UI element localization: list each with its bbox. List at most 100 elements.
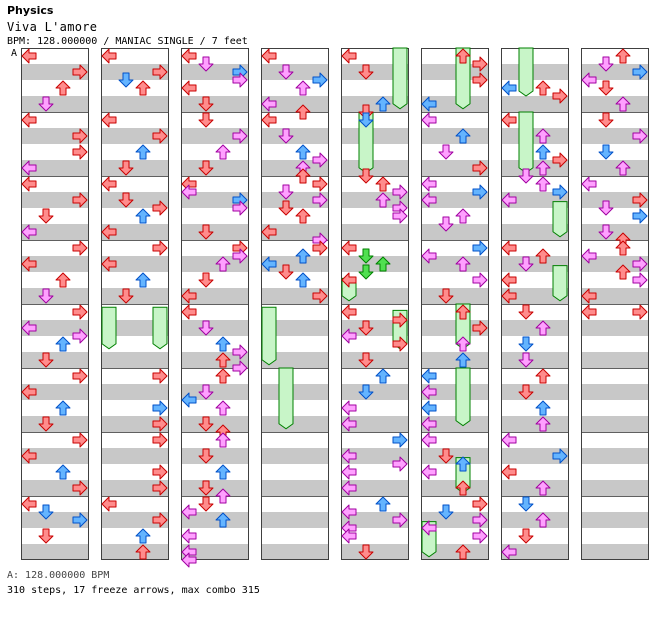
up-arrow-icon [55,400,71,416]
down-arrow-icon [278,64,294,80]
up-arrow-icon [535,400,551,416]
left-arrow-icon [501,464,517,480]
right-arrow-icon [632,128,648,144]
right-arrow-icon [312,176,328,192]
up-arrow-icon [375,368,391,384]
beat-band [181,288,249,304]
freeze-arrow [278,367,294,430]
down-arrow-icon [358,320,374,336]
down-arrow-icon [598,56,614,72]
down-arrow-icon [198,160,214,176]
left-arrow-icon [501,272,517,288]
right-arrow-icon [152,64,168,80]
beat-band [101,128,169,144]
up-arrow-icon [535,368,551,384]
right-arrow-icon [472,160,488,176]
up-arrow-icon [135,528,151,544]
column-border [261,48,329,560]
right-arrow-icon [392,456,408,472]
left-arrow-icon [261,96,277,112]
beat-band [101,96,169,112]
up-arrow-icon [375,496,391,512]
left-arrow-icon [341,416,357,432]
beat-band [341,96,409,112]
down-arrow-icon [198,496,214,512]
left-arrow-icon [21,176,37,192]
beat-band [581,416,649,432]
right-arrow-icon [72,512,88,528]
up-arrow-icon [375,256,391,272]
beat-band [21,352,89,368]
left-arrow-icon [261,256,277,272]
down-arrow-icon [598,200,614,216]
down-arrow-icon [518,336,534,352]
up-arrow-icon [295,208,311,224]
up-arrow-icon [535,320,551,336]
beat-band [101,288,169,304]
beat-band [101,480,169,496]
freeze-arrow [552,265,568,302]
up-arrow-icon [295,168,311,184]
up-arrow-icon [135,80,151,96]
up-arrow-icon [615,96,631,112]
up-arrow-icon [615,240,631,256]
left-arrow-icon [181,504,197,520]
up-arrow-icon [215,368,231,384]
up-arrow-icon [455,456,471,472]
beat-band [341,256,409,272]
beat-band [501,288,569,304]
left-arrow-icon [421,176,437,192]
up-arrow-icon [455,544,471,560]
left-arrow-icon [421,368,437,384]
beat-band [341,480,409,496]
beat-band [581,256,649,272]
right-arrow-icon [392,208,408,224]
down-arrow-icon [598,80,614,96]
chart-column [501,48,569,560]
beat-band [181,320,249,336]
left-arrow-icon [421,520,437,536]
up-arrow-icon [455,256,471,272]
right-arrow-icon [72,192,88,208]
left-arrow-icon [181,80,197,96]
beat-band [421,224,489,240]
column-border [21,48,89,560]
beat-band [21,320,89,336]
left-arrow-icon [501,112,517,128]
bpm-summary: A: 128.000000 BPM [7,570,110,581]
right-arrow-icon [472,56,488,72]
beat-band [581,288,649,304]
down-arrow-icon [358,264,374,280]
up-arrow-icon [295,272,311,288]
beat-band [421,192,489,208]
left-arrow-icon [21,224,37,240]
right-arrow-icon [632,256,648,272]
right-arrow-icon [392,184,408,200]
beat-band [421,512,489,528]
right-arrow-icon [72,304,88,320]
beat-band [501,320,569,336]
right-arrow-icon [632,64,648,80]
left-arrow-icon [101,256,117,272]
left-arrow-icon [181,288,197,304]
right-arrow-icon [152,432,168,448]
beat-band [421,96,489,112]
left-arrow-icon [341,528,357,544]
freeze-arrow [552,201,568,238]
beat-band [101,64,169,80]
freeze-arrow [152,306,168,350]
down-arrow-icon [518,384,534,400]
column-border [501,48,569,560]
right-arrow-icon [552,152,568,168]
down-arrow-icon [38,208,54,224]
down-arrow-icon [358,168,374,184]
up-arrow-icon [215,256,231,272]
beat-band [261,192,329,208]
left-arrow-icon [501,192,517,208]
right-arrow-icon [472,496,488,512]
beat-band [421,64,489,80]
beat-band [341,288,409,304]
right-arrow-icon [152,368,168,384]
beat-band [501,448,569,464]
down-arrow-icon [198,112,214,128]
